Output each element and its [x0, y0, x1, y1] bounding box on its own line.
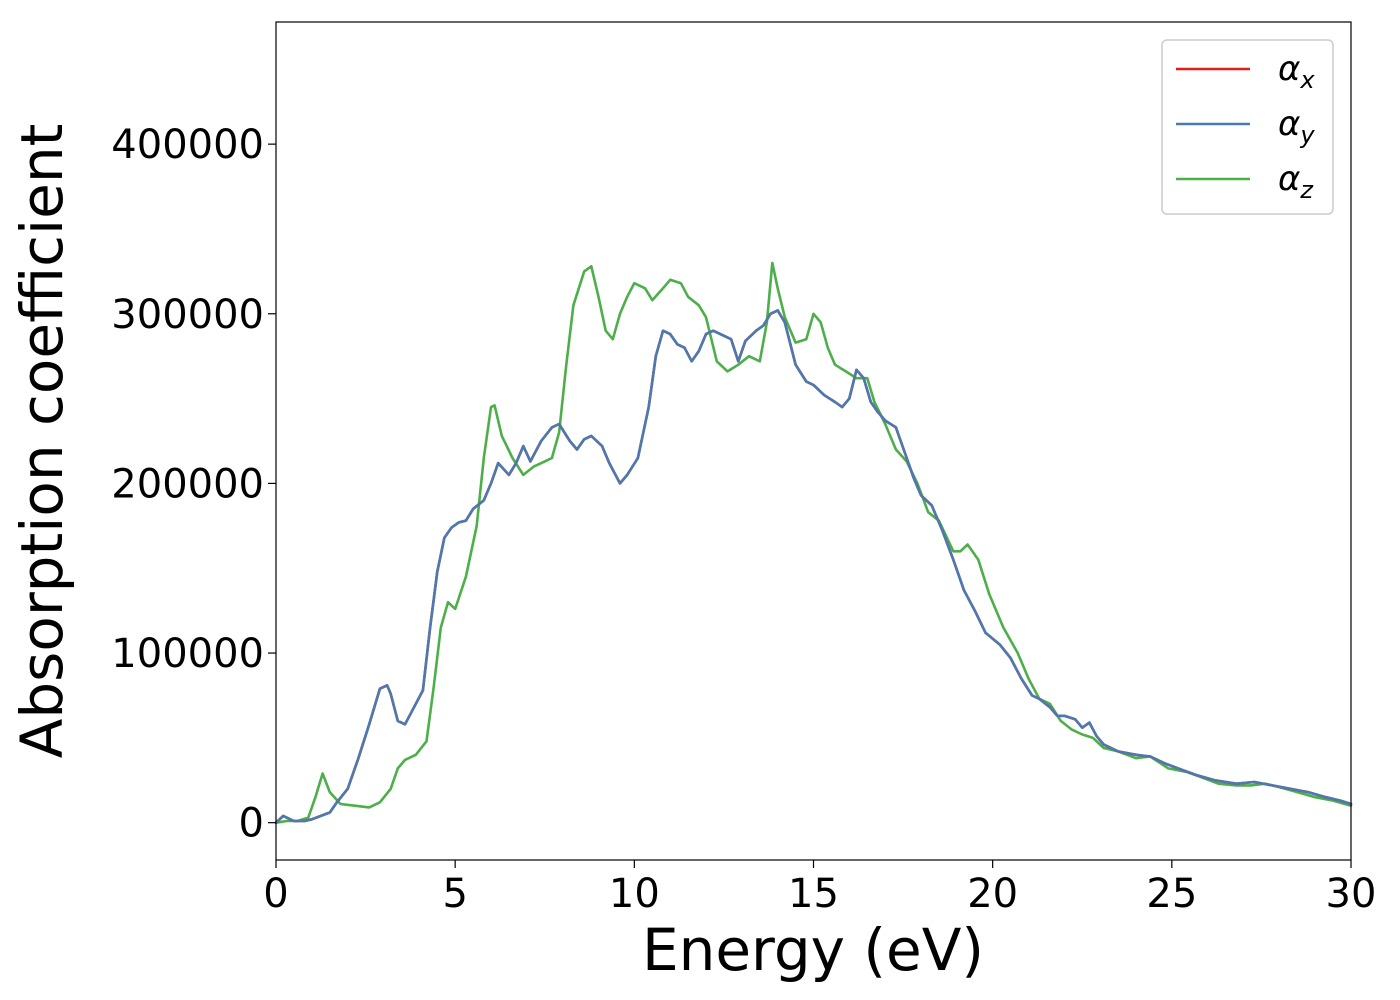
series-line-z — [274, 261, 1353, 825]
x-tick-label: 5 — [442, 871, 467, 917]
y-axis-ticks: 0 100000 200000 300000 400000 — [111, 122, 276, 847]
x-tick-label: 10 — [609, 871, 660, 917]
x-tick-label: 15 — [788, 871, 839, 917]
x-axis-label: Energy (eV) — [642, 916, 984, 984]
x-axis-ticks: 0 5 10 15 20 25 30 — [263, 860, 1376, 917]
series-layer — [274, 261, 1353, 825]
x-tick-label: 20 — [967, 871, 1018, 917]
y-axis-label: Absorption coefficient — [8, 124, 76, 759]
series-line-y — [274, 309, 1353, 825]
legend-label-z: αz — [1278, 159, 1314, 204]
x-tick-label: 25 — [1146, 871, 1197, 917]
legend-label-y: αy — [1278, 104, 1315, 149]
y-tick-label: 200000 — [111, 461, 264, 507]
x-tick-label: 0 — [263, 871, 288, 917]
legend: αx αy αz — [1161, 39, 1334, 215]
y-tick-label: 300000 — [111, 292, 264, 338]
legend-label-x: αx — [1278, 49, 1315, 94]
legend-box — [1161, 39, 1334, 215]
x-tick-label: 30 — [1326, 871, 1377, 917]
y-tick-label: 400000 — [111, 122, 264, 168]
y-tick-label: 0 — [239, 801, 264, 847]
y-tick-label: 100000 — [111, 631, 264, 677]
